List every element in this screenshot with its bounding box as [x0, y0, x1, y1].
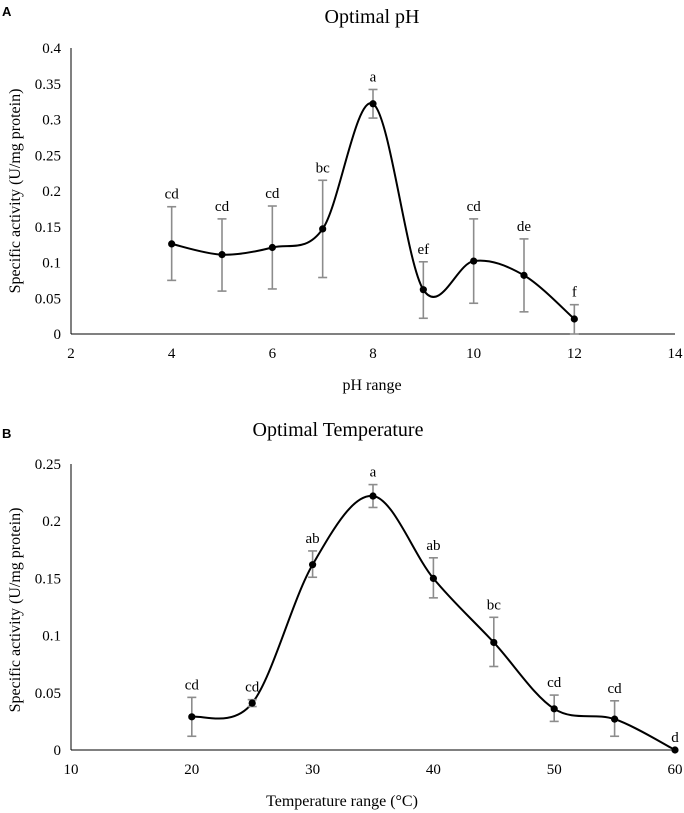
panel-b: B Optimal Temperature Temperature range …: [2, 419, 683, 810]
y-tick-label-a: 0.05: [35, 291, 61, 307]
panel-a: A Optimal pH pH range Specific activity …: [2, 4, 683, 394]
significance-label: d: [671, 730, 679, 746]
y-tick-label-b: 0: [54, 743, 62, 759]
y-tick-label-b: 0.15: [35, 571, 61, 587]
x-tick-label-b: 60: [668, 762, 683, 778]
data-point: [490, 638, 498, 647]
y-tick-label-a: 0: [54, 327, 62, 343]
significance-label: cd: [215, 199, 230, 215]
y-tick-label-a: 0.4: [42, 41, 61, 57]
y-tick-label-a: 0.15: [35, 220, 61, 236]
series-line-a: [171, 102, 575, 320]
data-point: [218, 251, 226, 259]
y-tick-label-b: 0.2: [42, 514, 61, 530]
y-tick-label-a: 0.1: [42, 256, 61, 272]
data-point: [248, 699, 256, 707]
data-point: [470, 257, 478, 265]
y-tick-label-a: 0.3: [42, 113, 61, 129]
x-axis-label-a: pH range: [342, 377, 401, 394]
tick-labels-b: 10 20 30 40 50 60 0 0.05 0.1 0.15 0.2 0.25: [35, 457, 683, 778]
data-point: [188, 713, 196, 721]
y-tick-label-a: 0.25: [35, 148, 61, 164]
chart-title-b: Optimal Temperature: [253, 419, 424, 441]
y-tick-label-a: 0.35: [35, 77, 61, 93]
data-point: [550, 705, 558, 713]
chart-title-a: Optimal pH: [325, 6, 420, 28]
series-line-b: [191, 495, 676, 751]
x-tick-label-a: 6: [269, 346, 277, 362]
significance-label: cd: [547, 675, 562, 691]
data-point: [319, 225, 327, 233]
x-tick-label-a: 10: [466, 346, 481, 362]
data-point: [369, 492, 377, 500]
x-tick-label-a: 8: [369, 346, 377, 362]
significance-label: ab: [306, 531, 320, 547]
data-point: [268, 243, 276, 252]
panel-letter-a: A: [2, 4, 12, 19]
x-tick-label-a: 4: [168, 346, 176, 362]
significance-label: cd: [165, 187, 180, 203]
significance-label: a: [370, 69, 377, 85]
significance-label: cd: [467, 199, 482, 215]
significance-label: ef: [418, 242, 430, 258]
x-tick-label-b: 10: [64, 762, 79, 778]
series-a: cd cd cd bc a ef cd de f: [165, 69, 579, 335]
significance-label: de: [517, 219, 532, 235]
significance-label: bc: [316, 160, 331, 176]
axes-b: [70, 464, 675, 751]
x-tick-label-a: 2: [67, 346, 75, 362]
y-tick-label-b: 0.25: [35, 457, 61, 473]
x-tick-label-a: 12: [567, 346, 582, 362]
significance-label: cd: [245, 680, 260, 696]
x-axis-label-b: Temperature range (°C): [266, 793, 418, 810]
data-point: [429, 574, 437, 583]
panel-letter-b: B: [2, 426, 11, 441]
data-point: [369, 100, 377, 108]
tick-labels-a: 2 4 6 8 10 12 14 0 0.05 0.1 0.15 0.2 0.25 0.3 0.35 0.4: [35, 41, 683, 362]
significance-label: bc: [487, 597, 502, 613]
data-point: [611, 715, 619, 723]
series-b: cd cd ab a ab bc cd cd d: [185, 465, 679, 754]
data-point: [570, 315, 578, 323]
y-axis-label-b: Specific activity (U/mg protein): [7, 508, 24, 713]
y-tick-label-b: 0.1: [42, 629, 61, 645]
data-point: [671, 746, 679, 754]
data-point: [419, 286, 427, 294]
data-point: [309, 561, 317, 569]
x-tick-label-b: 30: [305, 762, 320, 778]
significance-label: a: [370, 465, 377, 481]
y-tick-label-a: 0.2: [42, 184, 61, 200]
significance-label: f: [572, 285, 577, 301]
y-axis-label-a: Specific activity (U/mg protein): [7, 89, 24, 294]
data-point: [168, 240, 176, 248]
x-tick-label-b: 20: [184, 762, 199, 778]
significance-label: cd: [608, 681, 623, 697]
significance-label: ab: [426, 538, 440, 554]
x-tick-label-b: 40: [426, 762, 441, 778]
x-tick-label-a: 14: [668, 346, 684, 362]
y-tick-label-b: 0.05: [35, 686, 61, 702]
significance-label: cd: [265, 186, 280, 202]
significance-label: cd: [185, 677, 200, 693]
data-point: [520, 271, 528, 279]
x-tick-label-b: 50: [547, 762, 562, 778]
